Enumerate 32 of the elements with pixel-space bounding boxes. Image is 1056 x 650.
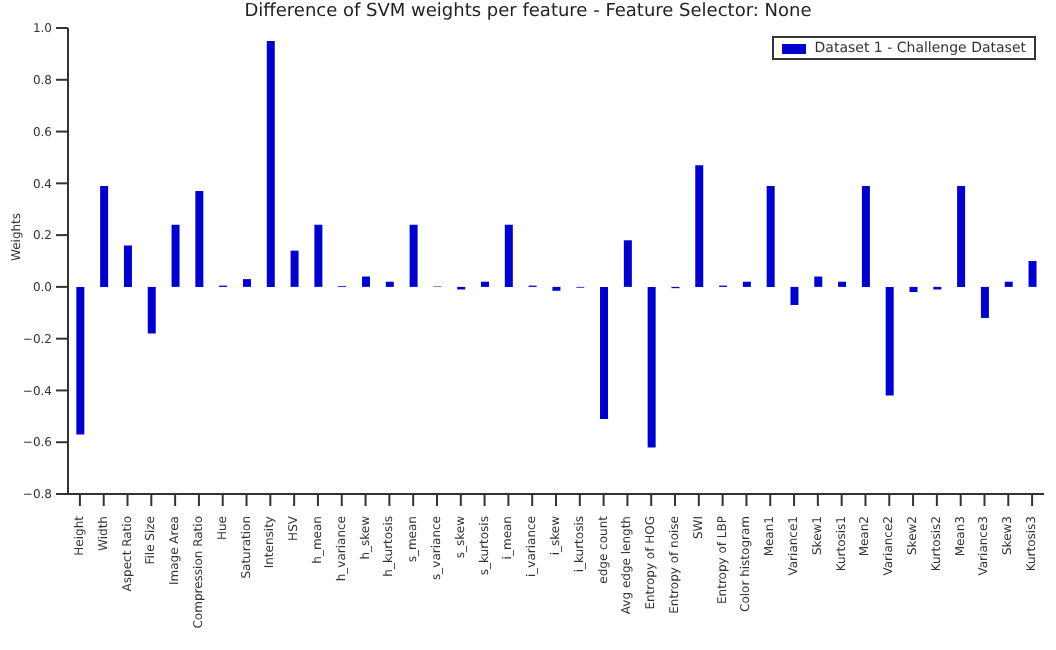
bar xyxy=(195,191,204,287)
bar xyxy=(76,286,85,435)
bar xyxy=(814,276,823,287)
bar xyxy=(123,245,132,287)
bar xyxy=(861,185,870,287)
bar xyxy=(742,281,751,287)
bar xyxy=(623,240,632,287)
bar xyxy=(766,185,775,287)
bar xyxy=(314,224,323,287)
bar xyxy=(361,276,370,287)
bar xyxy=(504,224,513,287)
bar xyxy=(242,279,251,287)
bar xyxy=(600,286,609,419)
chart-title: Difference of SVM weights per feature - Feature Selector: None xyxy=(242,0,814,24)
bar xyxy=(385,281,394,287)
bar xyxy=(1004,281,1013,287)
bar xyxy=(790,286,799,306)
bar xyxy=(1028,261,1037,287)
bar xyxy=(171,224,180,287)
bar xyxy=(909,286,918,293)
bar xyxy=(647,286,656,448)
bar xyxy=(100,185,109,287)
bar xyxy=(885,286,894,396)
bar xyxy=(957,185,966,287)
bar xyxy=(266,40,275,287)
bar xyxy=(695,165,704,287)
bar xyxy=(838,281,847,287)
bar xyxy=(290,250,299,287)
bar xyxy=(147,286,156,334)
bar xyxy=(409,224,418,287)
bar xyxy=(980,286,989,318)
bar xyxy=(481,281,490,287)
